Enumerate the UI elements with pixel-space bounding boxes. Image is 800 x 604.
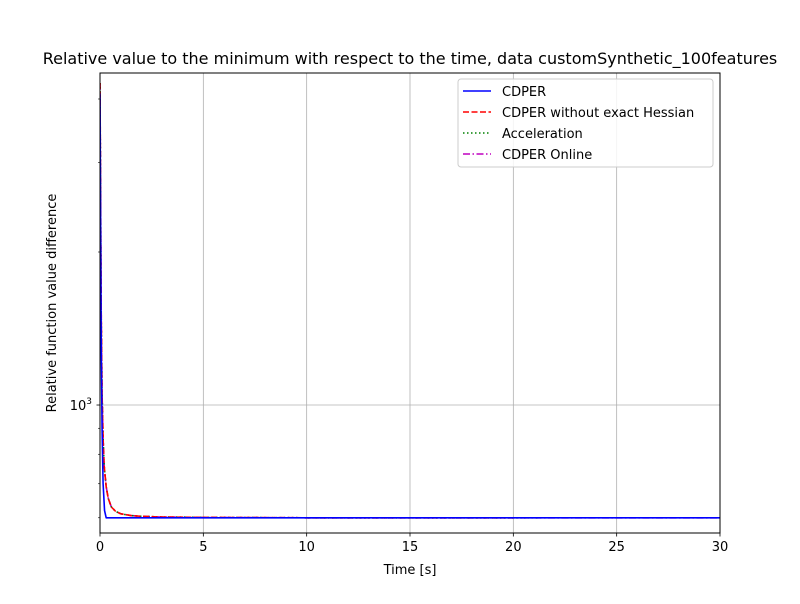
legend-label: Acceleration <box>502 127 583 142</box>
x-tick-label: 15 <box>402 540 419 555</box>
legend-label: CDPER <box>502 85 546 100</box>
x-tick-label: 30 <box>712 540 729 555</box>
legend-label: CDPER Online <box>502 148 592 163</box>
x-tick-label: 5 <box>199 540 207 555</box>
series-layer <box>100 83 720 519</box>
y-tick-label: 103 <box>70 397 92 414</box>
axis-ticks: 0 5 10 15 20 25 30 103 <box>70 98 729 555</box>
x-tick-label: 0 <box>96 540 104 555</box>
x-axis-label: Time [s] <box>383 563 437 578</box>
x-tick-label: 20 <box>505 540 522 555</box>
legend: CDPER CDPER without exact Hessian Accelera… <box>457 78 714 168</box>
legend-box <box>457 78 714 168</box>
chart-title: Relative value to the minimum with respe… <box>43 49 778 69</box>
series-line-1 <box>100 93 720 519</box>
legend-label: CDPER without exact Hessian <box>502 106 694 121</box>
x-tick-label: 25 <box>608 540 625 555</box>
y-axis-label: Relative function value difference <box>45 194 60 413</box>
x-tick-label: 10 <box>298 540 315 555</box>
